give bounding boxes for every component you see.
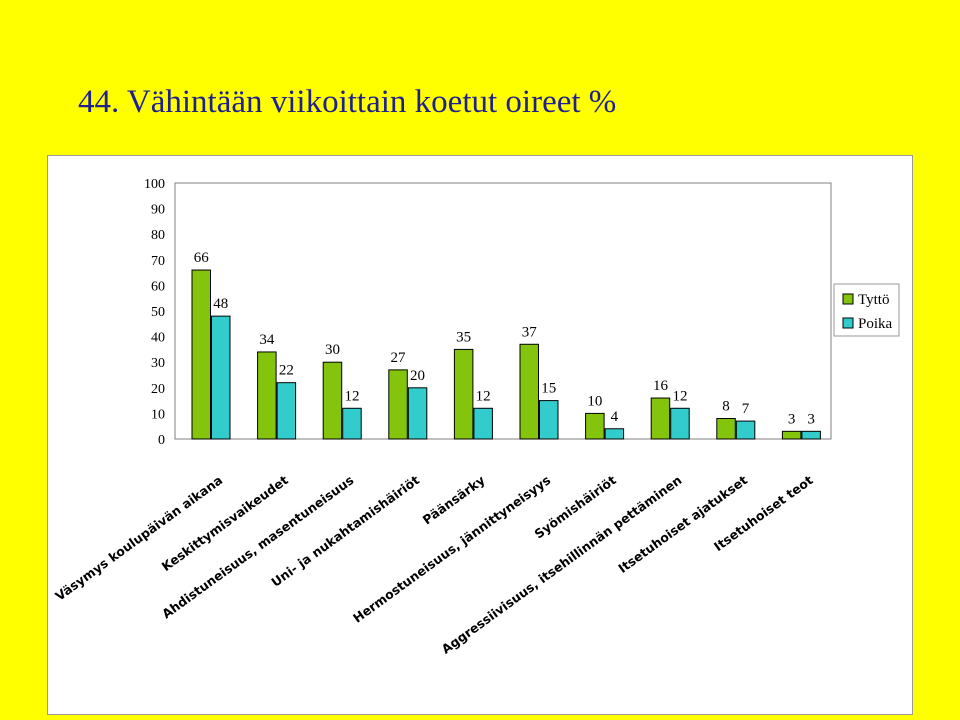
bar-tytto: [585, 412, 605, 440]
data-label: 7: [742, 401, 750, 417]
y-tick-label: 90: [151, 203, 165, 218]
y-tick-label: 20: [151, 382, 165, 397]
data-label: 30: [325, 342, 340, 358]
data-label: 34: [259, 332, 275, 348]
y-tick-label: 100: [144, 177, 165, 192]
data-label: 3: [788, 411, 796, 427]
plot-area-border: [174, 182, 832, 440]
data-label: 35: [456, 329, 471, 345]
bar-tytto: [519, 343, 539, 440]
data-label: 12: [344, 388, 359, 404]
bar-poika: [670, 407, 690, 440]
bar-poika: [539, 400, 559, 440]
bar-tytto: [453, 348, 474, 440]
data-label: 20: [410, 368, 425, 384]
data-label: 27: [391, 350, 407, 366]
y-tick-label: 70: [151, 254, 165, 269]
data-label: 37: [522, 324, 538, 340]
data-label: 3: [807, 411, 815, 427]
bar-tytto: [191, 269, 211, 440]
bar-poika: [342, 407, 362, 440]
slide-title: 44. Vähintään viikoittain koetut oireet …: [78, 84, 617, 120]
data-label: 48: [213, 296, 228, 312]
y-tick-label: 30: [151, 356, 165, 371]
bar-tytto: [257, 351, 277, 440]
bar-tytto: [716, 418, 736, 440]
bar-poika: [801, 430, 821, 440]
category-label: Itsetuhoiset ajatukset: [615, 472, 750, 576]
bar-poika: [407, 387, 428, 440]
bar-tytto: [650, 397, 671, 440]
data-label: 66: [194, 250, 210, 266]
data-label: 16: [653, 378, 669, 394]
legend-label-tytto: Tyttö: [858, 292, 889, 308]
bar-tytto: [322, 361, 343, 440]
y-tick-label: 0: [158, 433, 165, 448]
y-tick-label: 50: [151, 305, 165, 320]
bar-tytto: [781, 430, 802, 440]
y-tick-label: 10: [151, 407, 165, 422]
legend-label-poika: Poika: [858, 316, 893, 332]
data-label: 22: [279, 363, 294, 379]
data-label: 12: [476, 388, 491, 404]
data-label: 8: [722, 399, 730, 415]
data-label: 4: [611, 409, 619, 425]
bar-poika: [735, 420, 756, 440]
category-label: Aggressiivisuus, itsehillinnän pettämine…: [439, 472, 685, 656]
bar-poika: [604, 428, 625, 440]
y-tick-label: 40: [151, 331, 165, 346]
legend-swatch-tytto: [842, 293, 854, 305]
data-label: 10: [587, 393, 602, 409]
bar-tytto: [388, 369, 408, 440]
bar-poika: [473, 407, 493, 440]
category-label: Päänsärky: [420, 472, 488, 527]
bar-poika: [211, 315, 231, 440]
y-tick-label: 80: [151, 228, 165, 243]
chart-area: 0 10 20 30 40 50 60 70 80 90 100 66 48 Väsymys koulup…: [47, 155, 913, 715]
y-tick-label: 60: [151, 279, 165, 294]
legend-swatch-poika: [842, 317, 854, 329]
category-label: Keskittymisvaikeudet: [159, 472, 291, 574]
bar-poika: [276, 382, 297, 440]
data-label: 12: [672, 388, 687, 404]
data-label: 15: [541, 381, 556, 397]
